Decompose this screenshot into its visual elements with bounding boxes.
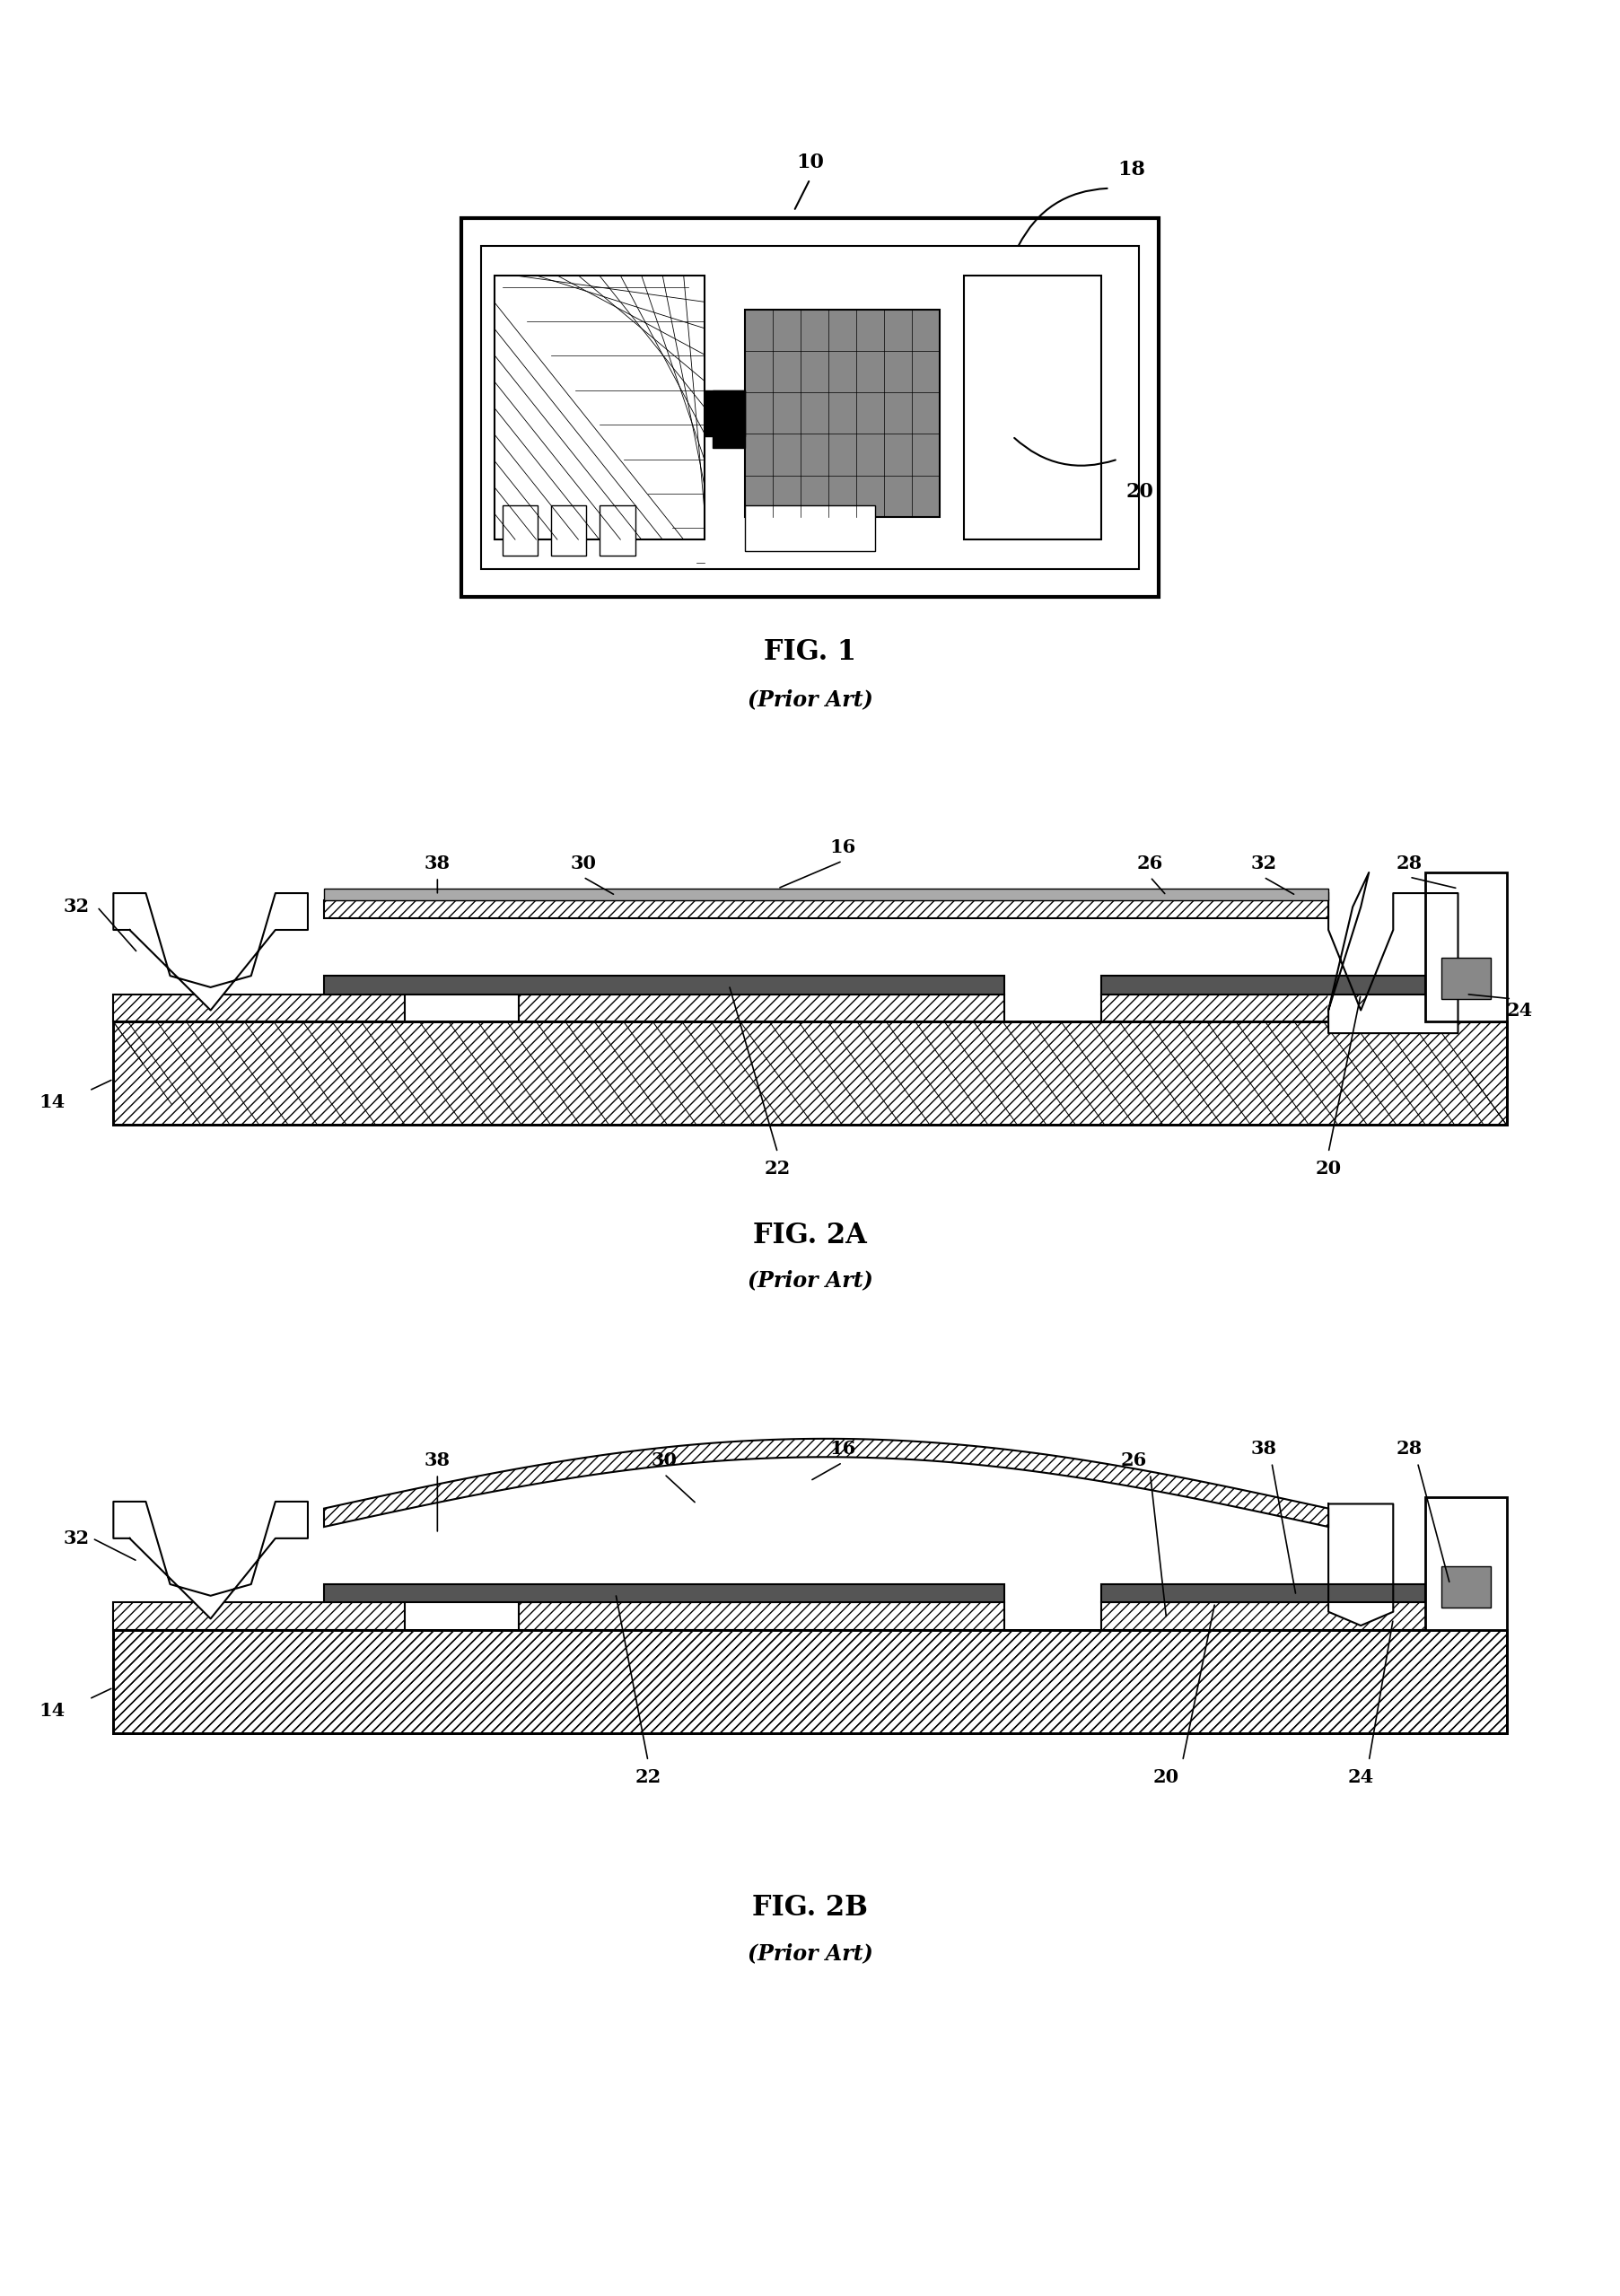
Text: FIG. 2B: FIG. 2B <box>752 1894 868 1922</box>
Bar <box>324 1584 1004 1603</box>
Bar <box>1102 1584 1426 1603</box>
Text: 38: 38 <box>424 854 450 872</box>
Text: 14: 14 <box>39 1701 65 1720</box>
Text: FIG. 1: FIG. 1 <box>763 638 857 666</box>
Bar <box>324 889 1328 900</box>
Bar <box>964 276 1102 540</box>
Text: 30: 30 <box>651 1451 677 1469</box>
Bar <box>1426 872 1507 1022</box>
Text: (Prior Art): (Prior Art) <box>747 689 873 709</box>
Bar <box>113 994 405 1022</box>
Text: 20: 20 <box>1126 482 1153 503</box>
Bar <box>713 390 745 448</box>
Text: 26: 26 <box>1137 854 1163 872</box>
Bar <box>324 900 1328 918</box>
Text: 20: 20 <box>1315 1159 1341 1178</box>
Bar <box>745 310 940 517</box>
Text: 24: 24 <box>1348 1768 1374 1786</box>
Bar <box>599 505 635 556</box>
Bar <box>745 505 875 551</box>
Bar <box>551 505 586 556</box>
Text: 16: 16 <box>829 838 855 856</box>
Bar <box>113 1630 1507 1733</box>
Text: 26: 26 <box>1121 1451 1147 1469</box>
Text: 18: 18 <box>1118 158 1145 179</box>
Bar <box>113 1022 1507 1125</box>
Bar <box>1102 1603 1507 1630</box>
Polygon shape <box>113 893 308 1010</box>
Text: (Prior Art): (Prior Art) <box>747 1270 873 1290</box>
Bar <box>518 1603 1004 1630</box>
Text: 38: 38 <box>424 1451 450 1469</box>
Bar <box>494 276 705 540</box>
Bar <box>1442 957 1490 999</box>
Text: 10: 10 <box>795 152 825 172</box>
Text: 32: 32 <box>1251 854 1277 872</box>
Text: 30: 30 <box>570 854 596 872</box>
Bar <box>502 505 538 556</box>
Text: (Prior Art): (Prior Art) <box>747 1942 873 1963</box>
Bar <box>518 994 1004 1022</box>
Bar <box>113 1022 1507 1125</box>
Text: 32: 32 <box>63 1529 89 1548</box>
Bar <box>324 976 1004 994</box>
Text: 16: 16 <box>829 1440 855 1458</box>
Text: 28: 28 <box>1396 854 1422 872</box>
Bar <box>1102 976 1426 994</box>
Text: 32: 32 <box>63 898 89 916</box>
Bar <box>1442 1566 1490 1607</box>
Text: 14: 14 <box>39 1093 65 1111</box>
Bar <box>1426 1497 1507 1630</box>
Text: 38: 38 <box>1251 1440 1277 1458</box>
Bar <box>113 1603 405 1630</box>
Text: 28: 28 <box>1396 1440 1422 1458</box>
Text: 22: 22 <box>765 1159 791 1178</box>
Text: FIG. 2A: FIG. 2A <box>753 1221 867 1249</box>
Polygon shape <box>113 1502 308 1619</box>
Bar <box>113 1630 1507 1733</box>
Text: 22: 22 <box>635 1768 661 1786</box>
Text: 24: 24 <box>1507 1001 1533 1019</box>
Bar <box>481 246 1139 569</box>
Polygon shape <box>324 1440 1328 1527</box>
Bar <box>113 1630 1507 1733</box>
Bar <box>1102 994 1507 1022</box>
Polygon shape <box>1328 872 1458 1033</box>
Bar <box>705 390 745 436</box>
Polygon shape <box>1328 1504 1393 1626</box>
Text: 20: 20 <box>1153 1768 1179 1786</box>
Bar <box>462 218 1158 597</box>
